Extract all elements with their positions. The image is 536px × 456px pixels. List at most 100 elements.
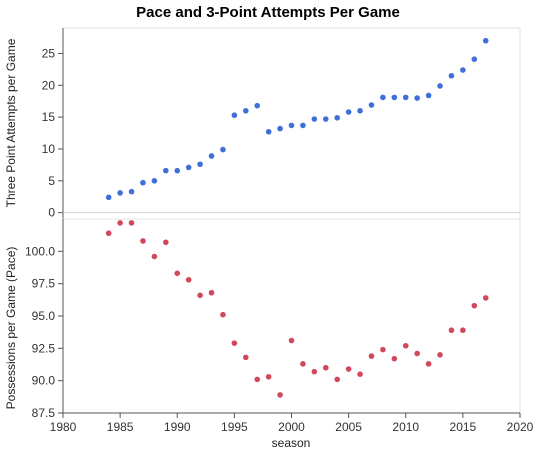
three_pt-data-point [322, 116, 329, 122]
pace-series [105, 220, 489, 398]
three_pt-data-point [300, 122, 306, 129]
pace-data-point [197, 292, 203, 299]
three_pt-data-point [197, 161, 203, 168]
y-tick-label: 15 [42, 110, 56, 124]
y-tick-label: 100.0 [25, 244, 55, 258]
pace-data-point [414, 350, 420, 357]
x-tick-label: 2000 [278, 420, 305, 434]
three_pt-data-point [163, 167, 169, 174]
pace-data-point [334, 376, 341, 383]
x-tick-label: 1980 [50, 420, 77, 434]
x-tick-label: 1990 [164, 420, 191, 434]
pace-data-point [265, 373, 272, 380]
three_pt-data-point [482, 37, 489, 44]
pace-plot-frame [62, 218, 521, 414]
x-tick-label: 1995 [221, 420, 248, 434]
pace-data-point [368, 353, 375, 359]
three_pt-data-point [311, 116, 318, 122]
three_pt-data-point [265, 128, 272, 135]
x-tick-label: 2020 [507, 420, 534, 434]
pace-data-point [140, 238, 146, 244]
pace-data-point [402, 342, 409, 349]
three_pt-data-point [288, 122, 295, 129]
pace-data-point [391, 355, 398, 362]
three_pt-data-point [345, 109, 352, 115]
three_pt-data-point [414, 95, 420, 101]
three_pt-data-point [437, 83, 443, 89]
pace-data-point [174, 270, 181, 277]
pace-data-point [322, 364, 329, 371]
three_pt-data-point [391, 94, 398, 101]
three_pt-data-point [220, 146, 226, 153]
x-axis: 1980 1985 1990 1995 2000 2005 2010 2015 2020 sea… [50, 412, 534, 450]
three_pt-data-point [117, 190, 123, 196]
pace-data-point [357, 371, 363, 378]
pace-data-point [128, 220, 135, 226]
y-tick-label: 10 [42, 142, 56, 156]
pace-data-point [380, 346, 386, 353]
pace-data-point [105, 230, 112, 237]
pace-data-point [448, 327, 455, 334]
three-point-panel: 0 5 10 15 20 25 Three Point Attempts per Game [4, 27, 521, 220]
three_pt-data-point [357, 107, 363, 114]
y-tick-label: 20 [42, 78, 56, 92]
pace-data-point [482, 295, 489, 301]
y-tick-label: 90.0 [32, 374, 56, 388]
three_pt-data-point [231, 112, 238, 119]
y-tick-label: 97.5 [32, 277, 56, 291]
three_pt-data-point [128, 188, 135, 195]
chart-title: Pace and 3-Point Attempts Per Game [136, 4, 400, 21]
pace-data-point [243, 354, 249, 361]
pace-data-point [208, 289, 215, 296]
three-point-series [105, 37, 489, 201]
three_pt-data-point [140, 179, 146, 186]
y-tick-label: 0 [48, 206, 55, 220]
three_pt-data-point [105, 194, 112, 201]
three-point-y-ticks: 0 5 10 15 20 25 [42, 28, 520, 220]
x-tick-label: 1985 [107, 420, 134, 434]
pace-data-point [151, 253, 158, 260]
pace-data-point [163, 239, 169, 246]
x-tick-label: 2005 [335, 420, 362, 434]
pace-data-point [185, 276, 192, 283]
three_pt-data-point [185, 164, 192, 171]
y-tick-label: 95.0 [32, 309, 56, 323]
y-tick-label: 87.5 [32, 406, 56, 420]
pace-data-point [231, 340, 238, 346]
three_pt-data-point [448, 72, 455, 79]
pace-data-point [311, 368, 318, 375]
pace-data-point [288, 337, 295, 344]
pace-data-point [345, 366, 352, 372]
y-tick-label: 25 [42, 46, 56, 60]
pace-data-point [425, 361, 432, 367]
three_pt-data-point [174, 167, 181, 174]
three_pt-data-point [208, 153, 215, 159]
three_pt-data-point [334, 114, 341, 121]
three_pt-data-point [254, 102, 261, 109]
three_pt-data-point [151, 178, 158, 184]
three_pt-data-point [471, 56, 478, 62]
three_pt-data-point [380, 94, 386, 101]
pace-y-axis-label: Possessions per Game (Pace) [4, 247, 18, 410]
y-tick-label: 92.5 [32, 341, 56, 355]
pace-panel: 87.5 90.0 92.5 95.0 97.5 100.0 Possessions pe… [4, 218, 521, 420]
three_pt-data-point [368, 102, 375, 108]
three-point-y-axis-label: Three Point Attempts per Game [4, 38, 18, 207]
three_pt-data-point [243, 107, 249, 114]
x-axis-label: season [272, 436, 311, 450]
pace-data-point [300, 361, 306, 367]
x-ticks: 1980 1985 1990 1995 2000 2005 2010 2015 2020 [50, 413, 534, 434]
three_pt-data-point [277, 125, 283, 132]
pace-data-point [437, 352, 443, 358]
three_pt-data-point [460, 67, 466, 73]
pace-data-point [277, 392, 283, 398]
pace-y-ticks: 87.5 90.0 92.5 95.0 97.5 100.0 [25, 219, 64, 420]
three_pt-data-point [402, 94, 409, 101]
pace-data-point [220, 311, 226, 318]
three_pt-data-point [425, 92, 432, 99]
y-tick-label: 5 [48, 174, 55, 188]
pace-data-point [471, 302, 478, 309]
pace-data-point [254, 376, 261, 383]
x-tick-label: 2015 [450, 420, 477, 434]
